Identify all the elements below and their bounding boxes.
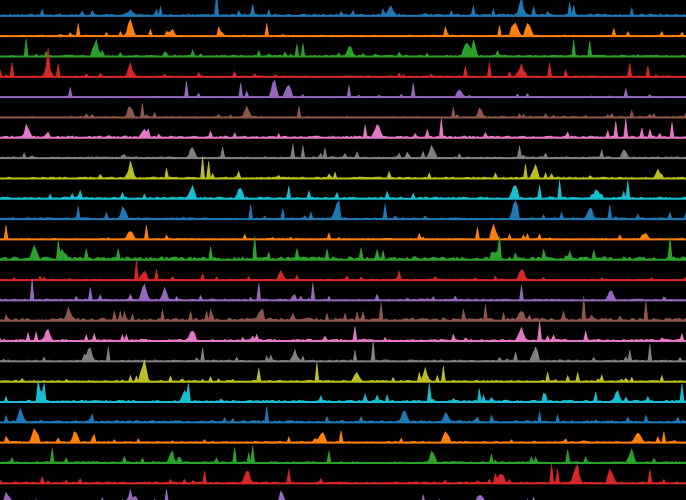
trace-10-area — [0, 180, 686, 200]
trace-1-area — [0, 0, 686, 17]
trace-25-area — [3, 489, 535, 500]
trace-7-area — [0, 118, 686, 139]
